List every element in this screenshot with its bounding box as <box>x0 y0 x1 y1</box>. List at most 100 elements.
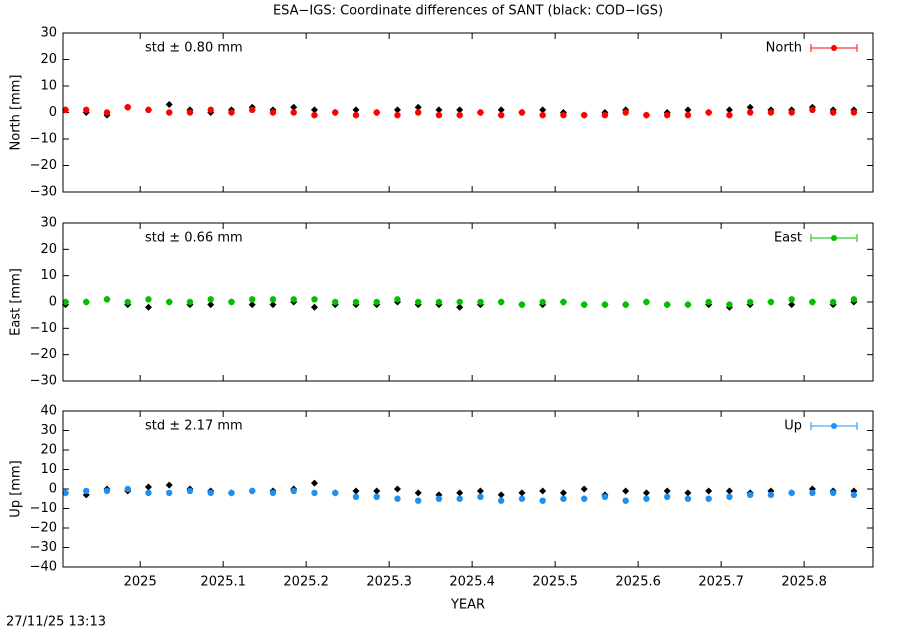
point <box>684 106 692 114</box>
point <box>269 296 277 303</box>
point <box>497 111 505 119</box>
point <box>393 485 401 493</box>
point <box>352 111 360 119</box>
point <box>643 298 650 306</box>
point <box>684 489 692 497</box>
point <box>456 298 463 306</box>
point <box>373 298 380 306</box>
point <box>829 109 837 116</box>
point <box>746 491 754 499</box>
point <box>809 489 816 497</box>
point <box>165 481 173 489</box>
point <box>643 495 650 502</box>
y-axis-label: East [mm] <box>9 268 24 336</box>
point <box>269 489 277 497</box>
y-tick-label: −30 <box>30 185 57 200</box>
point <box>414 103 422 111</box>
point <box>788 489 795 497</box>
point <box>518 489 526 497</box>
point <box>332 489 339 497</box>
point <box>435 111 443 119</box>
point <box>601 111 609 119</box>
x-tick-label: 2025.1 <box>200 575 246 590</box>
y-tick-label: 0 <box>49 295 57 310</box>
plot-frame <box>62 32 874 193</box>
y-tick-label: 10 <box>40 462 57 477</box>
point <box>207 489 214 497</box>
point <box>560 495 567 502</box>
point <box>311 489 318 497</box>
point <box>746 109 754 116</box>
y-tick-label: 30 <box>40 26 57 41</box>
point <box>207 296 214 303</box>
point <box>642 489 650 497</box>
point <box>622 487 630 495</box>
point <box>456 495 463 502</box>
point <box>705 495 712 502</box>
x-tick-label: 2025.4 <box>449 575 495 590</box>
y-tick-label: −30 <box>30 540 57 555</box>
y-axis-label: Up [mm] <box>9 460 24 517</box>
point <box>186 487 194 495</box>
point <box>332 298 339 306</box>
point <box>124 485 131 493</box>
point <box>103 487 111 495</box>
y-tick-label: −20 <box>30 521 57 536</box>
point <box>415 497 422 504</box>
x-tick-label: 2025.2 <box>283 575 329 590</box>
point <box>601 493 609 500</box>
point <box>352 487 360 495</box>
point <box>166 489 173 497</box>
point <box>207 106 214 114</box>
point <box>393 106 401 114</box>
annotation: std ± 2.17 mm <box>145 419 243 434</box>
point <box>166 109 173 116</box>
point <box>809 298 816 306</box>
point <box>394 296 401 303</box>
point <box>829 298 837 306</box>
point <box>788 109 795 116</box>
y-tick-label: 0 <box>49 482 57 497</box>
point <box>477 109 484 116</box>
point <box>166 298 173 306</box>
point <box>726 493 733 500</box>
x-tick-label: 2025.3 <box>366 575 412 590</box>
point <box>684 495 692 502</box>
point <box>103 109 111 116</box>
point <box>124 298 131 306</box>
point <box>228 298 235 306</box>
point <box>518 109 526 116</box>
point <box>850 109 858 116</box>
point <box>249 487 256 495</box>
point <box>539 487 547 495</box>
point <box>144 483 152 491</box>
point <box>62 106 69 114</box>
point <box>663 493 671 500</box>
legend-marker <box>831 45 837 51</box>
legend-marker <box>831 423 837 429</box>
point <box>145 106 152 114</box>
point <box>580 495 588 502</box>
x-tick-label: 2025.6 <box>615 575 661 590</box>
point <box>788 301 796 309</box>
point <box>539 497 546 504</box>
y-tick-label: −10 <box>30 501 57 516</box>
point <box>539 111 546 119</box>
point <box>373 109 380 116</box>
point <box>788 296 795 303</box>
point <box>62 298 69 306</box>
x-tick-label: 2025.5 <box>532 575 578 590</box>
legend-label: East <box>774 231 802 246</box>
point <box>228 109 235 116</box>
point <box>663 111 671 119</box>
point <box>622 301 629 308</box>
point <box>145 296 152 303</box>
point <box>809 106 816 114</box>
point <box>767 298 775 306</box>
annotation: std ± 0.66 mm <box>145 231 243 246</box>
point <box>124 104 131 111</box>
point <box>663 487 671 495</box>
point <box>559 489 567 497</box>
